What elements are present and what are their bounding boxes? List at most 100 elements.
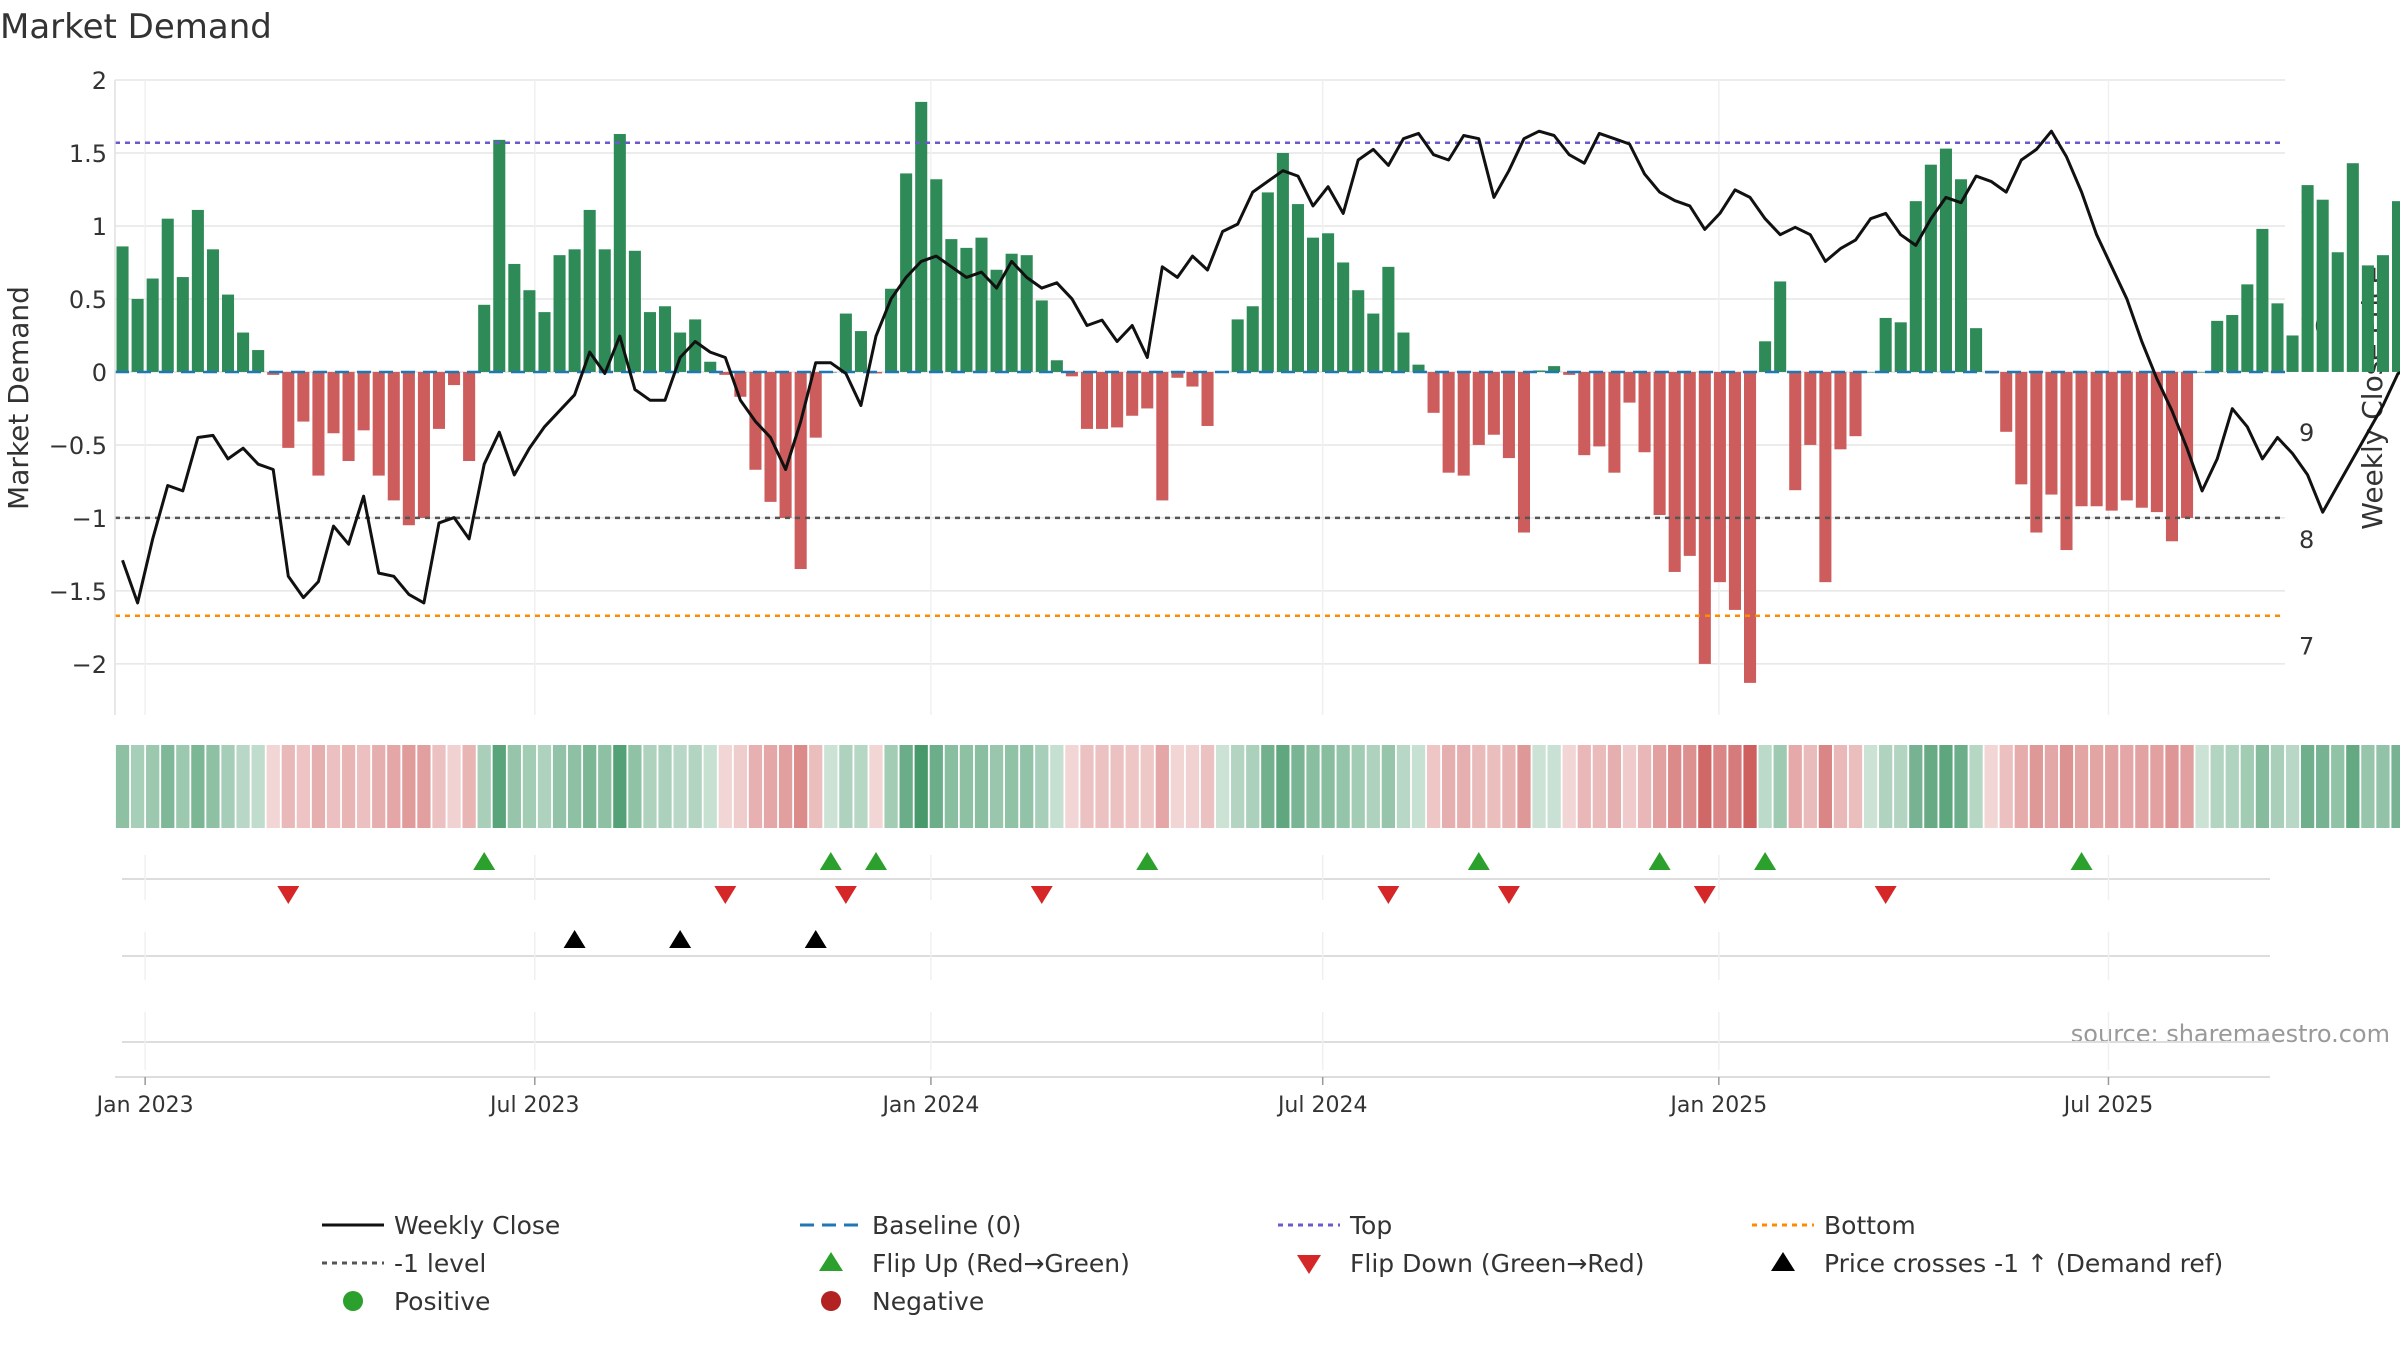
demand-bar — [2150, 371, 2163, 513]
y2-tick-label: 7 — [2299, 633, 2314, 661]
demand-bar — [1442, 371, 1455, 473]
flip-down-marker — [277, 886, 300, 904]
demand-bar — [206, 249, 219, 372]
y-tick-label: 1 — [92, 213, 107, 241]
demand-bar — [2331, 252, 2344, 372]
demand-bar — [1728, 371, 1741, 610]
heat-cell — [1276, 745, 1290, 828]
heat-cell — [522, 745, 537, 828]
heat-cell — [1080, 745, 1094, 828]
y-tick-label: −2 — [72, 651, 107, 679]
heat-cell — [1517, 745, 1531, 828]
heat-cell — [341, 745, 356, 828]
demand-bar — [2241, 284, 2254, 372]
demand-bar — [1035, 300, 1048, 372]
heat-cell — [1065, 745, 1079, 828]
price-cross-marker — [804, 930, 827, 948]
flip-up-marker — [1467, 852, 1490, 870]
legend-label: Price crosses -1 ↑ (Demand ref) — [1824, 1249, 2223, 1278]
heat-cell — [1743, 745, 1757, 828]
demand-bar — [1412, 364, 1425, 372]
heat-cell — [1562, 745, 1576, 828]
demand-bar — [1141, 371, 1154, 409]
demand-bar — [854, 331, 867, 372]
heat-cell — [115, 745, 130, 828]
demand-bar — [643, 312, 656, 372]
heat-cell — [417, 745, 431, 828]
demand-bar — [1306, 237, 1320, 372]
demand-bar — [1774, 281, 1787, 372]
heat-cell — [402, 745, 416, 828]
heat-cell — [1215, 745, 1230, 828]
demand-bar — [794, 371, 807, 570]
flip-up-marker — [2070, 852, 2093, 870]
source-label: source: sharemaestro.com — [2071, 1020, 2390, 1048]
heat-cell — [643, 745, 657, 828]
heat-cell — [1411, 745, 1426, 828]
heat-cell — [763, 745, 778, 828]
flip-up-marker — [1136, 852, 1159, 870]
heat-cell — [1879, 745, 1893, 828]
heat-cell — [1200, 745, 1215, 828]
demand-bar — [2211, 320, 2224, 372]
heat-cell — [824, 745, 838, 828]
heat-cell — [1773, 745, 1787, 828]
flip-up-marker — [865, 852, 888, 870]
demand-bar — [1759, 341, 1772, 372]
demand-bar — [1864, 371, 1877, 373]
demand-bar — [372, 371, 385, 476]
heat-cell — [2105, 745, 2119, 828]
demand-bar — [2075, 371, 2088, 507]
heat-cell — [552, 745, 567, 828]
demand-bar — [1668, 371, 1681, 572]
heat-cell — [2240, 745, 2254, 828]
heat-cell — [1999, 745, 2013, 828]
demand-bar — [659, 306, 672, 372]
flip-markers-panel — [122, 852, 2270, 904]
demand-bar — [357, 371, 370, 431]
weekly-close-line — [121, 129, 2400, 605]
heat-cell — [583, 745, 597, 828]
demand-bar — [131, 298, 144, 372]
demand-bar — [1382, 266, 1395, 372]
demand-bar — [448, 371, 461, 386]
demand-bar — [478, 304, 491, 372]
heat-cell — [1366, 745, 1380, 828]
heat-cell — [1969, 745, 1983, 828]
heat-cell — [1909, 745, 1923, 828]
flip-down-marker — [714, 886, 737, 904]
heat-cell — [1396, 745, 1411, 828]
heat-cell — [296, 745, 310, 828]
flip-down-marker — [1030, 886, 1053, 904]
heat-cell — [1442, 745, 1456, 828]
legend-label: Flip Down (Green→Red) — [1350, 1249, 1645, 1278]
demand-bar — [2015, 371, 2028, 485]
heat-cell — [944, 745, 958, 828]
demand-bar — [1352, 290, 1365, 372]
heat-cell — [974, 745, 989, 828]
heat-cell — [1502, 745, 1516, 828]
demand-bar — [1367, 313, 1380, 372]
legend-label: Flip Up (Red→Green) — [872, 1249, 1130, 1278]
demand-bar — [975, 237, 988, 372]
heat-cell — [2331, 745, 2345, 828]
demand-bar — [1623, 371, 1636, 403]
demand-bar — [1337, 262, 1350, 372]
legend-label: Top — [1349, 1211, 1392, 1240]
legend-swatch — [1297, 1255, 1321, 1274]
demand-bar — [2376, 255, 2389, 372]
demand-bar — [176, 277, 189, 372]
heat-cell — [1592, 745, 1606, 828]
flip-up-marker — [473, 852, 496, 870]
demand-bar — [1879, 317, 1892, 372]
demand-bar — [1126, 371, 1139, 416]
heat-cell — [161, 745, 175, 828]
demand-bar — [538, 312, 551, 372]
demand-bar — [1261, 192, 1274, 372]
heat-cell — [778, 745, 793, 828]
empty-panel — [122, 1012, 2270, 1070]
heat-cell — [2361, 745, 2375, 828]
heat-cell — [748, 745, 763, 828]
demand-bar — [945, 239, 958, 372]
